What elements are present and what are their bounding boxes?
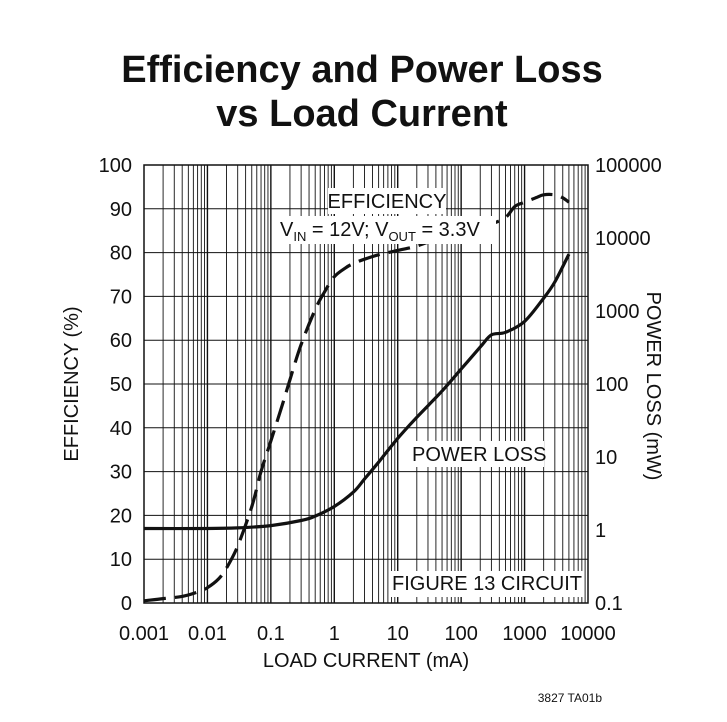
y-right-tick-labels: 0.1 1 10 100 1000 10000 100000: [595, 155, 662, 615]
y-right-tick-label: 100000: [595, 155, 662, 177]
conditions-end: = 3.3V: [416, 219, 481, 241]
plot-frame: [143, 164, 589, 604]
y-left-tick-label: 20: [110, 505, 132, 527]
circuit-label: FIGURE 13 CIRCUIT: [392, 573, 582, 595]
x-tick-label: 1: [329, 623, 340, 645]
grid: [144, 165, 588, 603]
y-left-tick-label: 40: [110, 418, 132, 440]
y-left-tick-label: 70: [110, 286, 132, 308]
chart-title-line-1: Efficiency and Power Loss: [121, 49, 602, 91]
y-left-tick-label: 0: [121, 593, 132, 615]
efficiency-label: EFFICIENCY: [328, 191, 447, 213]
conditions-in-subscript: IN: [293, 229, 306, 244]
y-left-tick-label: 10: [110, 549, 132, 571]
y-axis-left-label: EFFICIENCY (%): [61, 306, 83, 461]
x-tick-label: 10000: [560, 623, 616, 645]
conditions-label: VIN = 12V; VOUT = 3.3V: [280, 219, 480, 244]
series-layer: [143, 192, 571, 603]
y-right-tick-label: 10000: [595, 228, 651, 250]
conditions-v-in: V: [280, 219, 294, 241]
power-loss-label-bg: [408, 441, 544, 467]
y-left-tick-label: 90: [110, 199, 132, 221]
y-left-tick-label: 30: [110, 462, 132, 484]
y-axis-right-label: POWER LOSS (mW): [642, 292, 664, 481]
efficiency-curve: [143, 192, 570, 603]
power-loss-label: POWER LOSS: [412, 444, 546, 466]
y-right-tick-label: 10: [595, 447, 617, 469]
x-tick-labels: 0.001 0.01 0.1 1 10 100 1000 10000: [119, 623, 616, 645]
y-right-tick-label: 1000: [595, 301, 640, 323]
x-tick-label: 100: [444, 623, 477, 645]
conditions-mid: = 12V; V: [306, 219, 389, 241]
y-left-tick-labels: 0 10 20 30 40 50 60 70 80 90 100: [99, 155, 132, 615]
x-tick-label: 1000: [502, 623, 547, 645]
y-left-tick-label: 60: [110, 330, 132, 352]
x-tick-label: 0.001: [119, 623, 169, 645]
y-right-tick-label: 0.1: [595, 593, 623, 615]
figure-code: 3827 TA01b: [538, 691, 603, 705]
power-loss-curve: [143, 253, 571, 531]
conditions-out-subscript: OUT: [388, 229, 416, 244]
chart-title-line-2: vs Load Current: [216, 93, 508, 135]
x-tick-label: 0.01: [188, 623, 227, 645]
x-tick-label: 0.1: [257, 623, 285, 645]
y-right-tick-label: 1: [595, 520, 606, 542]
y-left-tick-label: 100: [99, 155, 132, 177]
x-axis-label: LOAD CURRENT (mA): [263, 650, 469, 672]
y-right-tick-label: 100: [595, 374, 628, 396]
efficiency-label-bg: [328, 188, 446, 214]
y-left-tick-label: 80: [110, 243, 132, 265]
y-left-tick-label: 50: [110, 374, 132, 396]
circuit-label-bg: [389, 571, 583, 597]
conditions-label-bg: [276, 216, 496, 244]
x-tick-label: 10: [387, 623, 409, 645]
